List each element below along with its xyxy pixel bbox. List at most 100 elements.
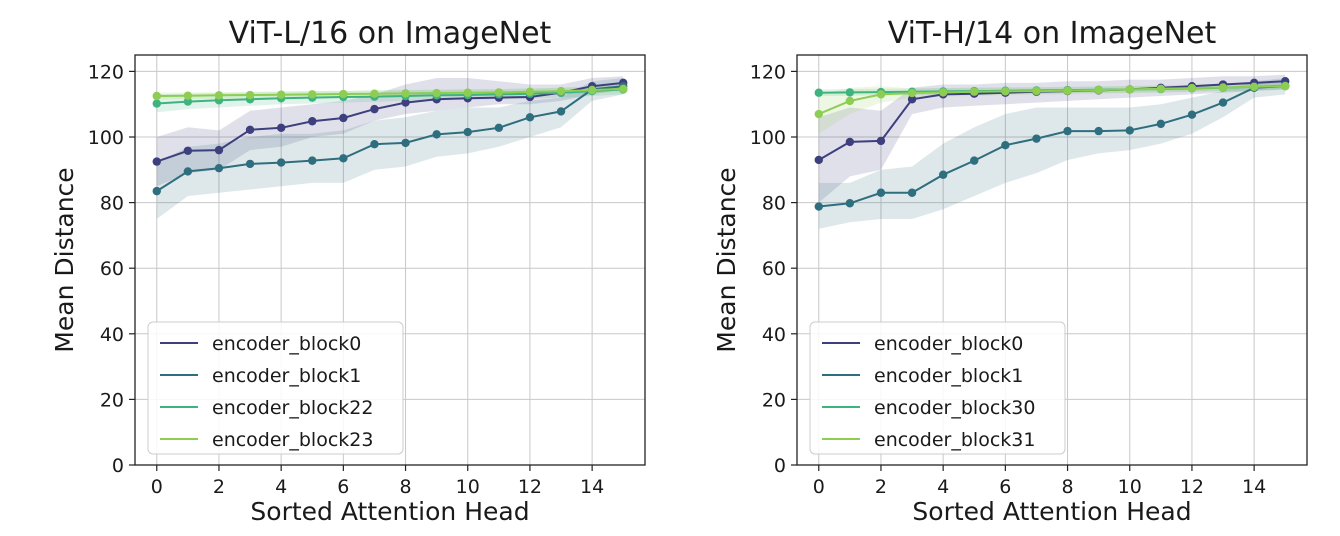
data-point-encoder_block1 bbox=[432, 130, 441, 139]
data-point-encoder_block1 bbox=[525, 113, 535, 122]
x-axis-label: Sorted Attention Head bbox=[912, 497, 1191, 526]
series-band-encoder_block1 bbox=[818, 78, 1286, 229]
chart-panel-1: 0 2 4 6 8 10 12 14 0 20 40 60 80 100 120 ViT-H/14 on Im… bbox=[712, 16, 1308, 526]
data-point-encoder_block23 bbox=[276, 90, 286, 99]
legend-label-encoder_block0: encoder_block0 bbox=[212, 333, 361, 355]
legend-label-encoder_block0: encoder_block0 bbox=[874, 333, 1023, 355]
data-point-encoder_block1 bbox=[401, 138, 410, 148]
data-point-encoder_block31 bbox=[907, 88, 917, 98]
legend-label-encoder_block1: encoder_block1 bbox=[874, 365, 1023, 387]
y-axis-label: Mean Distance bbox=[50, 167, 79, 352]
y-tick-label: 20 bbox=[100, 389, 124, 411]
legend-label-encoder_block1: encoder_block1 bbox=[212, 365, 361, 387]
y-tick-label: 20 bbox=[762, 389, 786, 411]
y-tick-label: 100 bbox=[750, 127, 786, 149]
series-line-encoder_block22 bbox=[156, 88, 624, 105]
data-point-encoder_block31 bbox=[1156, 84, 1166, 93]
data-point-encoder_block0 bbox=[907, 95, 917, 104]
plot-area bbox=[152, 76, 628, 219]
series-band-encoder_block0 bbox=[156, 76, 624, 187]
y-tick-label: 40 bbox=[100, 324, 124, 346]
legend-box bbox=[147, 321, 404, 455]
y-tick-label: 100 bbox=[88, 127, 124, 149]
x-tick-label: 8 bbox=[400, 476, 412, 498]
plot-area bbox=[814, 74, 1290, 229]
x-tick-label: 0 bbox=[151, 476, 163, 498]
data-point-encoder_block23 bbox=[308, 90, 317, 99]
data-point-encoder_block1 bbox=[339, 154, 348, 163]
data-point-encoder_block31 bbox=[1063, 86, 1072, 95]
data-point-encoder_block1 bbox=[370, 140, 379, 149]
data-point-encoder_block1 bbox=[1187, 110, 1197, 119]
data-point-encoder_block1 bbox=[1063, 126, 1072, 136]
x-tick-label: 4 bbox=[275, 476, 287, 498]
y-tick-label: 80 bbox=[100, 193, 124, 215]
data-point-encoder_block1 bbox=[214, 163, 224, 173]
x-tick-label: 2 bbox=[213, 476, 225, 498]
data-point-encoder_block1 bbox=[1218, 98, 1228, 107]
x-tick-label: 4 bbox=[937, 476, 949, 498]
data-point-encoder_block0 bbox=[308, 117, 317, 126]
series-line-encoder_block0 bbox=[156, 81, 624, 163]
data-point-encoder_block23 bbox=[339, 89, 348, 99]
data-point-encoder_block23 bbox=[556, 86, 566, 96]
data-point-encoder_block1 bbox=[1094, 126, 1103, 136]
data-point-encoder_block31 bbox=[845, 96, 855, 106]
data-point-encoder_block23 bbox=[463, 88, 472, 97]
data-point-encoder_block31 bbox=[876, 90, 886, 99]
y-tick-label: 0 bbox=[774, 455, 786, 477]
data-point-encoder_block31 bbox=[1218, 83, 1228, 92]
y-tick-label: 40 bbox=[762, 324, 786, 346]
y-axis-label: Mean Distance bbox=[712, 167, 741, 352]
data-point-encoder_block1 bbox=[183, 167, 193, 176]
x-tick-label: 0 bbox=[813, 476, 825, 498]
data-point-encoder_block30 bbox=[845, 88, 855, 97]
data-point-encoder_block1 bbox=[907, 188, 917, 197]
data-point-encoder_block1 bbox=[1125, 126, 1134, 135]
legend-label-encoder_block31: encoder_block31 bbox=[874, 429, 1035, 451]
x-tick-label: 8 bbox=[1062, 476, 1074, 498]
y-tick-label: 0 bbox=[112, 455, 124, 477]
x-tick-label: 10 bbox=[456, 476, 480, 498]
data-point-encoder_block0 bbox=[401, 98, 410, 107]
data-point-encoder_block0 bbox=[876, 136, 886, 146]
data-point-encoder_block0 bbox=[845, 137, 855, 147]
x-axis-label: Sorted Attention Head bbox=[250, 497, 529, 526]
data-point-encoder_block1 bbox=[1001, 141, 1010, 150]
data-point-encoder_block23 bbox=[183, 91, 193, 100]
series-band-encoder_block0 bbox=[818, 74, 1286, 203]
data-point-encoder_block23 bbox=[401, 89, 410, 98]
data-point-encoder_block0 bbox=[183, 146, 193, 155]
plot-frame bbox=[134, 54, 646, 466]
data-point-encoder_block31 bbox=[1125, 85, 1134, 94]
y-tick-label: 60 bbox=[762, 258, 786, 280]
data-point-encoder_block30 bbox=[814, 88, 823, 97]
data-point-encoder_block1 bbox=[494, 123, 504, 133]
x-tick-label: 6 bbox=[337, 476, 349, 498]
data-point-encoder_block23 bbox=[619, 84, 628, 93]
series-line-encoder_block31 bbox=[818, 85, 1286, 115]
axes: 0 2 4 6 8 10 12 14 0 20 40 60 80 100 120 bbox=[750, 61, 1266, 498]
data-point-encoder_block0 bbox=[370, 104, 379, 114]
data-point-encoder_block31 bbox=[970, 87, 979, 96]
y-tick-label: 80 bbox=[762, 193, 786, 215]
data-point-encoder_block23 bbox=[525, 87, 535, 96]
chart-title: ViT-H/14 on ImageNet bbox=[888, 16, 1217, 51]
legend-label-encoder_block30: encoder_block30 bbox=[874, 397, 1035, 419]
data-point-encoder_block1 bbox=[556, 107, 566, 116]
data-point-encoder_block1 bbox=[245, 159, 255, 169]
data-point-encoder_block0 bbox=[276, 123, 286, 133]
y-tick-label: 120 bbox=[88, 61, 124, 83]
series-line-encoder_block23 bbox=[156, 87, 624, 97]
data-point-encoder_block1 bbox=[1032, 134, 1041, 143]
data-point-encoder_block23 bbox=[370, 89, 379, 98]
data-point-encoder_block31 bbox=[1187, 83, 1197, 93]
legend-label-encoder_block22: encoder_block22 bbox=[212, 397, 373, 419]
data-point-encoder_block23 bbox=[245, 90, 255, 100]
data-point-encoder_block31 bbox=[1094, 85, 1103, 95]
legend: encoder_block0 encoder_block1 encoder_bloc… bbox=[147, 321, 404, 455]
data-point-encoder_block1 bbox=[463, 127, 472, 137]
x-tick-label: 6 bbox=[999, 476, 1011, 498]
data-point-encoder_block31 bbox=[814, 109, 823, 119]
x-tick-label: 2 bbox=[875, 476, 887, 498]
